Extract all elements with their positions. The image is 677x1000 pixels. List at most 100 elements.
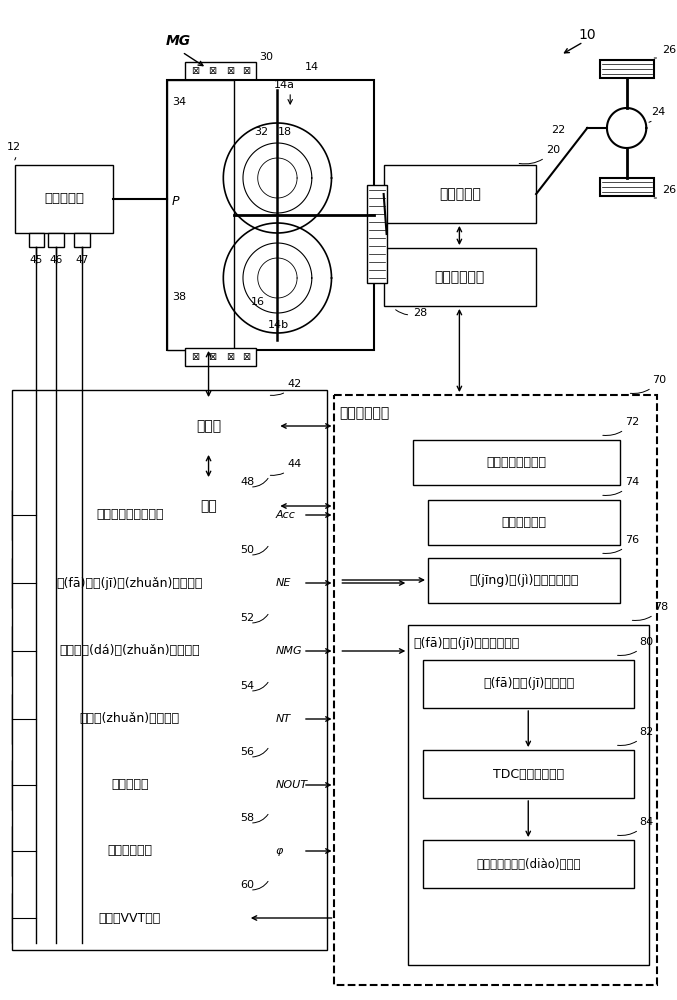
Bar — [48, 233, 64, 247]
Text: Acc: Acc — [276, 510, 295, 520]
Text: 56: 56 — [240, 747, 254, 757]
Text: 46: 46 — [49, 255, 63, 265]
Text: NE: NE — [276, 578, 291, 588]
Text: 自動變速器: 自動變速器 — [439, 187, 481, 201]
Bar — [15, 165, 113, 233]
Bar — [12, 826, 248, 876]
Text: ⊠: ⊠ — [209, 352, 217, 362]
Text: 58: 58 — [240, 813, 254, 823]
Bar — [167, 80, 234, 350]
Bar — [334, 395, 657, 985]
Bar — [185, 62, 256, 80]
Text: 26: 26 — [654, 185, 676, 198]
Text: 45: 45 — [30, 255, 43, 265]
Text: 直噴發動機: 直噴發動機 — [44, 192, 84, 206]
Bar — [428, 558, 619, 603]
Text: ⊠: ⊠ — [226, 66, 234, 76]
Text: 電動馬達(dá)轉(zhuǎn)速傳感器: 電動馬達(dá)轉(zhuǎn)速傳感器 — [60, 645, 200, 658]
Text: 12: 12 — [7, 142, 21, 160]
Text: 曲軸停止位置調(diào)整單元: 曲軸停止位置調(diào)整單元 — [477, 857, 581, 870]
Text: 76: 76 — [603, 535, 639, 553]
Text: 84: 84 — [617, 817, 654, 835]
Text: 24: 24 — [649, 107, 665, 122]
Bar — [367, 185, 387, 283]
Text: 30: 30 — [259, 52, 273, 62]
Bar — [423, 840, 634, 888]
Bar — [428, 500, 619, 545]
Bar — [12, 490, 248, 540]
Text: 54: 54 — [240, 681, 254, 691]
Text: 32: 32 — [254, 127, 268, 137]
Text: ⊠: ⊠ — [242, 352, 250, 362]
Text: 28: 28 — [395, 308, 427, 318]
Text: NMG: NMG — [276, 646, 302, 656]
Bar — [600, 178, 654, 196]
Text: 發(fā)動機(jī)轉(zhuǎn)速傳感器: 發(fā)動機(jī)轉(zhuǎn)速傳感器 — [57, 576, 203, 589]
Text: 47: 47 — [75, 255, 88, 265]
Text: 48: 48 — [240, 477, 255, 487]
Text: MG: MG — [165, 34, 190, 48]
Text: ⊠: ⊠ — [209, 66, 217, 76]
Text: 逆變器: 逆變器 — [196, 419, 221, 433]
Bar — [12, 694, 248, 744]
Text: NT: NT — [276, 714, 290, 724]
Text: 80: 80 — [617, 637, 653, 655]
Bar — [384, 165, 536, 223]
Text: 油壓控制裝置: 油壓控制裝置 — [435, 270, 485, 284]
Text: 10: 10 — [578, 28, 596, 42]
Text: 經(jīng)濟(jì)運行控制單元: 經(jīng)濟(jì)運行控制單元 — [469, 574, 579, 587]
Text: 渦輪轉(zhuǎn)速傳感器: 渦輪轉(zhuǎn)速傳感器 — [80, 712, 180, 726]
Bar — [423, 750, 634, 798]
Text: ⊠: ⊠ — [191, 352, 199, 362]
Bar — [408, 625, 649, 965]
Text: 排氣門VVT裝置: 排氣門VVT裝置 — [99, 912, 161, 924]
Bar — [185, 348, 256, 366]
Bar — [413, 440, 619, 485]
Text: 混合動力控制單元: 混合動力控制單元 — [487, 456, 546, 469]
Text: 電子控制單元: 電子控制單元 — [339, 406, 390, 420]
Bar — [12, 626, 248, 676]
Text: TDC停止判定單元: TDC停止判定單元 — [493, 768, 565, 780]
Text: 14a: 14a — [274, 80, 294, 90]
Text: ⊠: ⊠ — [242, 66, 250, 76]
Text: 18: 18 — [278, 127, 292, 137]
Bar — [12, 390, 326, 950]
Text: 車速傳感器: 車速傳感器 — [111, 778, 148, 792]
Bar — [139, 400, 278, 452]
Text: 20: 20 — [519, 145, 560, 164]
Text: 38: 38 — [172, 292, 186, 302]
Text: 曲柄角傳感器: 曲柄角傳感器 — [108, 844, 152, 857]
Bar — [12, 760, 248, 810]
Bar — [28, 233, 44, 247]
Text: 74: 74 — [603, 477, 639, 495]
Text: 發(fā)動機(jī)停止單元: 發(fā)動機(jī)停止單元 — [483, 678, 574, 690]
Text: ⊠: ⊠ — [191, 66, 199, 76]
Text: 50: 50 — [240, 545, 254, 555]
Text: 34: 34 — [172, 97, 186, 107]
Text: P: P — [172, 195, 179, 208]
Bar — [74, 233, 89, 247]
Text: 14b: 14b — [267, 320, 288, 330]
Bar — [600, 60, 654, 78]
Text: 52: 52 — [240, 613, 254, 623]
Text: 44: 44 — [270, 459, 301, 475]
Text: 26: 26 — [654, 45, 676, 58]
Text: 60: 60 — [240, 880, 254, 890]
Text: ⊠: ⊠ — [226, 352, 234, 362]
Text: 42: 42 — [270, 379, 301, 395]
Text: 82: 82 — [617, 727, 654, 745]
Bar — [384, 248, 536, 306]
Text: 72: 72 — [603, 417, 639, 435]
Bar — [167, 80, 374, 350]
Text: 78: 78 — [632, 602, 668, 620]
Text: 14: 14 — [305, 62, 319, 72]
Text: NOUT: NOUT — [276, 780, 307, 790]
Text: 70: 70 — [630, 375, 666, 393]
Text: φ: φ — [276, 846, 283, 856]
Bar — [423, 660, 634, 708]
Text: 16: 16 — [251, 297, 265, 307]
Bar — [12, 893, 248, 943]
Text: 電池: 電池 — [200, 499, 217, 513]
Text: 加速器操作量傳感器: 加速器操作量傳感器 — [96, 508, 164, 522]
Text: 22: 22 — [551, 125, 565, 135]
